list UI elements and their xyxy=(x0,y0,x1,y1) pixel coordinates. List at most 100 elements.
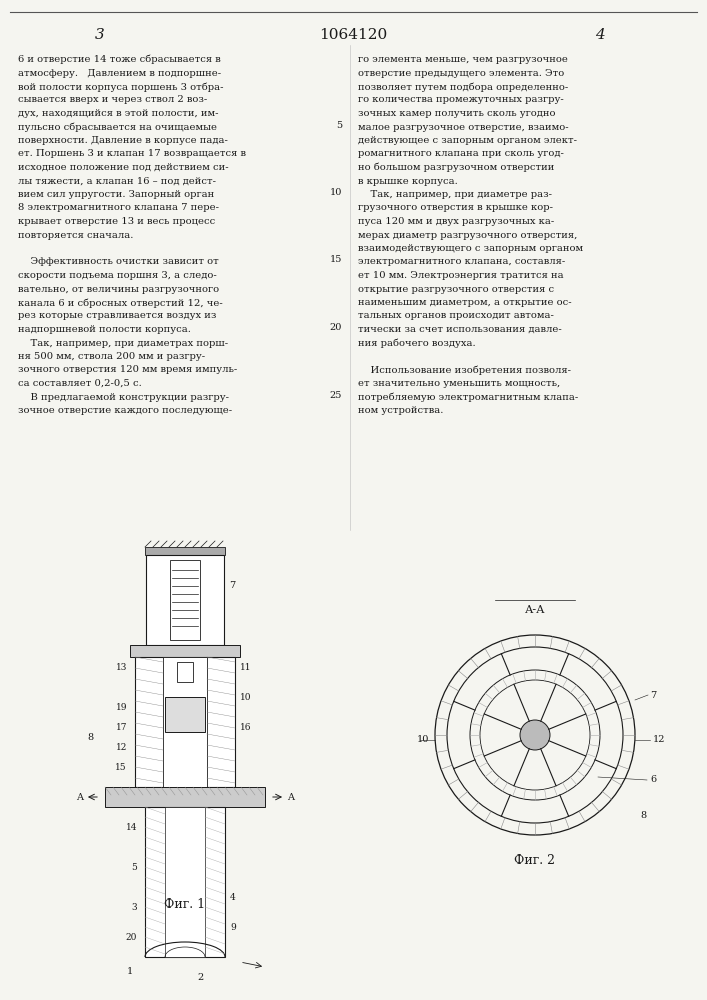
Text: отверстие предыдущего элемента. Это: отверстие предыдущего элемента. Это xyxy=(358,68,564,78)
Text: вием сил упругости. Запорный орган: вием сил упругости. Запорный орган xyxy=(18,190,214,199)
Text: 20: 20 xyxy=(329,323,342,332)
Text: ния рабочего воздуха.: ния рабочего воздуха. xyxy=(358,338,476,348)
Text: ном устройства.: ном устройства. xyxy=(358,406,443,415)
Text: взаимодействующего с запорным органом: взаимодействующего с запорным органом xyxy=(358,244,583,253)
Text: 8 электромагнитного клапана 7 пере-: 8 электромагнитного клапана 7 пере- xyxy=(18,204,219,213)
Text: лы тяжести, а клапан 16 – под дейст-: лы тяжести, а клапан 16 – под дейст- xyxy=(18,176,216,186)
Text: Фиг. 2: Фиг. 2 xyxy=(515,854,556,866)
Text: действующее с запорным органом элект-: действующее с запорным органом элект- xyxy=(358,136,577,145)
Text: 6: 6 xyxy=(650,776,656,784)
Text: Использование изобретения позволя-: Использование изобретения позволя- xyxy=(358,365,571,375)
Text: ня 500 мм, ствола 200 мм и разгру-: ня 500 мм, ствола 200 мм и разгру- xyxy=(18,352,205,361)
Text: 16: 16 xyxy=(240,722,252,732)
Bar xyxy=(145,547,225,555)
Text: 15: 15 xyxy=(329,255,342,264)
Text: 4: 4 xyxy=(595,28,605,42)
Circle shape xyxy=(520,720,550,750)
Text: вой полости корпуса поршень 3 отбра-: вой полости корпуса поршень 3 отбра- xyxy=(18,82,223,92)
Bar xyxy=(135,657,235,787)
Text: скорости подъема поршня 3, а следо-: скорости подъема поршня 3, а следо- xyxy=(18,271,217,280)
Text: Эффективность очистки зависит от: Эффективность очистки зависит от xyxy=(18,257,218,266)
Text: позволяет путем подбора определенно-: позволяет путем подбора определенно- xyxy=(358,82,568,92)
Text: но большом разгрузочном отверстии: но большом разгрузочном отверстии xyxy=(358,163,554,172)
Text: 14: 14 xyxy=(126,822,137,832)
Bar xyxy=(130,645,240,657)
Text: зочного отверстия 120 мм время импуль-: зочного отверстия 120 мм время импуль- xyxy=(18,365,238,374)
Text: 7: 7 xyxy=(229,580,235,589)
Text: ет 10 мм. Электроэнергия тратится на: ет 10 мм. Электроэнергия тратится на xyxy=(358,271,563,280)
Text: канала 6 и сбросных отверстий 12, че-: канала 6 и сбросных отверстий 12, че- xyxy=(18,298,223,308)
Text: 12: 12 xyxy=(116,742,127,752)
Text: в крышке корпуса.: в крышке корпуса. xyxy=(358,176,457,186)
Text: исходное положение под действием си-: исходное положение под действием си- xyxy=(18,163,228,172)
Text: зочное отверстие каждого последующе-: зочное отверстие каждого последующе- xyxy=(18,406,232,415)
Text: 17: 17 xyxy=(115,722,127,732)
Text: В предлагаемой конструкции разгру-: В предлагаемой конструкции разгру- xyxy=(18,392,229,401)
Text: 5: 5 xyxy=(131,862,137,871)
Text: го элемента меньше, чем разгрузочное: го элемента меньше, чем разгрузочное xyxy=(358,55,568,64)
Bar xyxy=(170,560,200,640)
Text: 1: 1 xyxy=(127,968,133,976)
Text: мерах диаметр разгрузочного отверстия,: мерах диаметр разгрузочного отверстия, xyxy=(358,231,578,239)
Text: открытие разгрузочного отверстия с: открытие разгрузочного отверстия с xyxy=(358,284,554,294)
Text: крывает отверстие 13 и весь процесс: крывает отверстие 13 и весь процесс xyxy=(18,217,215,226)
Text: го количества промежуточных разгру-: го количества промежуточных разгру- xyxy=(358,96,563,104)
Bar xyxy=(163,657,207,787)
Text: малое разгрузочное отверстие, взаимо-: малое разгрузочное отверстие, взаимо- xyxy=(358,122,568,131)
Text: А-А: А-А xyxy=(525,605,545,615)
Text: дух, находящийся в этой полости, им-: дух, находящийся в этой полости, им- xyxy=(18,109,218,118)
Text: 10: 10 xyxy=(417,736,429,744)
Text: са составляет 0,2-0,5 с.: са составляет 0,2-0,5 с. xyxy=(18,379,141,388)
Text: 4: 4 xyxy=(230,892,235,902)
Text: 12: 12 xyxy=(653,736,665,744)
Text: 6 и отверстие 14 тоже сбрасывается в: 6 и отверстие 14 тоже сбрасывается в xyxy=(18,55,221,64)
Text: 11: 11 xyxy=(240,662,252,672)
Text: A: A xyxy=(287,792,294,802)
Text: Так, например, при диаметре раз-: Так, например, при диаметре раз- xyxy=(358,190,552,199)
Text: A: A xyxy=(76,792,83,802)
Text: 7: 7 xyxy=(650,690,656,700)
Text: 13: 13 xyxy=(116,662,127,672)
Text: 8: 8 xyxy=(87,732,93,742)
Text: вательно, от величины разгрузочного: вательно, от величины разгрузочного xyxy=(18,284,219,294)
Text: грузочного отверстия в крышке кор-: грузочного отверстия в крышке кор- xyxy=(358,204,553,213)
Text: 19: 19 xyxy=(115,702,127,712)
Text: надпоршневой полости корпуса.: надпоршневой полости корпуса. xyxy=(18,325,191,334)
Text: тически за счет использования давле-: тически за счет использования давле- xyxy=(358,325,562,334)
Text: 20: 20 xyxy=(126,932,137,942)
Text: 1064120: 1064120 xyxy=(319,28,387,42)
Text: Так, например, при диаметрах порш-: Так, например, при диаметрах порш- xyxy=(18,338,228,348)
Text: 2: 2 xyxy=(197,972,203,982)
Text: 25: 25 xyxy=(329,390,342,399)
Bar xyxy=(146,555,224,645)
Text: атмосферу.   Давлением в подпоршне-: атмосферу. Давлением в подпоршне- xyxy=(18,68,221,78)
Text: ромагнитного клапана при сколь угод-: ромагнитного клапана при сколь угод- xyxy=(358,149,564,158)
Text: потребляемую электромагнитным клапа-: потребляемую электромагнитным клапа- xyxy=(358,392,578,402)
Text: 5: 5 xyxy=(336,120,342,129)
Text: 10: 10 xyxy=(329,188,342,197)
Text: пульсно сбрасывается на очищаемые: пульсно сбрасывается на очищаемые xyxy=(18,122,217,132)
Text: тальных органов происходит автома-: тальных органов происходит автома- xyxy=(358,312,554,320)
Text: наименьшим диаметром, а открытие ос-: наименьшим диаметром, а открытие ос- xyxy=(358,298,572,307)
Text: ет значительно уменьшить мощность,: ет значительно уменьшить мощность, xyxy=(358,379,560,388)
Text: 10: 10 xyxy=(240,692,252,702)
Bar xyxy=(145,807,225,957)
Text: 3: 3 xyxy=(95,28,105,42)
Bar xyxy=(105,787,265,807)
Bar xyxy=(165,807,205,957)
Text: зочных камер получить сколь угодно: зочных камер получить сколь угодно xyxy=(358,109,556,118)
Bar xyxy=(177,662,193,682)
Text: 3: 3 xyxy=(132,902,137,912)
Text: поверхности. Давление в корпусе пада-: поверхности. Давление в корпусе пада- xyxy=(18,136,228,145)
Text: Фиг. 1: Фиг. 1 xyxy=(165,898,206,912)
Text: электромагнитного клапана, составля-: электромагнитного клапана, составля- xyxy=(358,257,566,266)
Text: 8: 8 xyxy=(640,810,646,820)
Text: рез которые стравливается воздух из: рез которые стравливается воздух из xyxy=(18,312,216,320)
Text: ет. Поршень 3 и клапан 17 возвращается в: ет. Поршень 3 и клапан 17 возвращается в xyxy=(18,149,246,158)
Text: 15: 15 xyxy=(115,762,127,772)
Text: повторяется сначала.: повторяется сначала. xyxy=(18,231,134,239)
Bar xyxy=(165,697,205,732)
Text: пуса 120 мм и двух разгрузочных ка-: пуса 120 мм и двух разгрузочных ка- xyxy=(358,217,554,226)
Text: 9: 9 xyxy=(230,922,235,932)
Text: сывается вверх и через ствол 2 воз-: сывается вверх и через ствол 2 воз- xyxy=(18,96,207,104)
